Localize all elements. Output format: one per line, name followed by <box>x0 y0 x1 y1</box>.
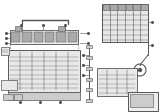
Bar <box>14 94 22 100</box>
Bar <box>15 26 22 31</box>
Bar <box>128 92 158 111</box>
Bar <box>97 68 137 96</box>
Bar <box>86 88 92 91</box>
Bar <box>86 45 92 48</box>
Bar <box>125 4 132 10</box>
Bar <box>58 26 65 31</box>
Bar <box>118 4 124 10</box>
Bar <box>10 30 78 44</box>
Circle shape <box>139 69 141 71</box>
Bar <box>1 80 17 90</box>
Bar <box>3 94 13 100</box>
Bar <box>103 4 109 10</box>
Bar <box>1 47 9 55</box>
Bar <box>8 92 80 100</box>
Bar <box>141 4 148 10</box>
Circle shape <box>148 101 156 109</box>
Bar <box>86 56 92 59</box>
Bar <box>133 4 140 10</box>
Circle shape <box>150 103 154 107</box>
Bar <box>86 78 92 81</box>
Bar <box>110 4 117 10</box>
Bar <box>86 99 92 102</box>
Bar <box>56 32 66 42</box>
Bar <box>11 32 20 42</box>
Bar <box>86 67 92 70</box>
Bar <box>22 32 32 42</box>
Bar <box>8 50 80 92</box>
Bar <box>130 94 153 107</box>
Bar <box>102 4 148 42</box>
Bar <box>68 32 77 42</box>
Bar <box>45 32 54 42</box>
Bar <box>34 32 43 42</box>
